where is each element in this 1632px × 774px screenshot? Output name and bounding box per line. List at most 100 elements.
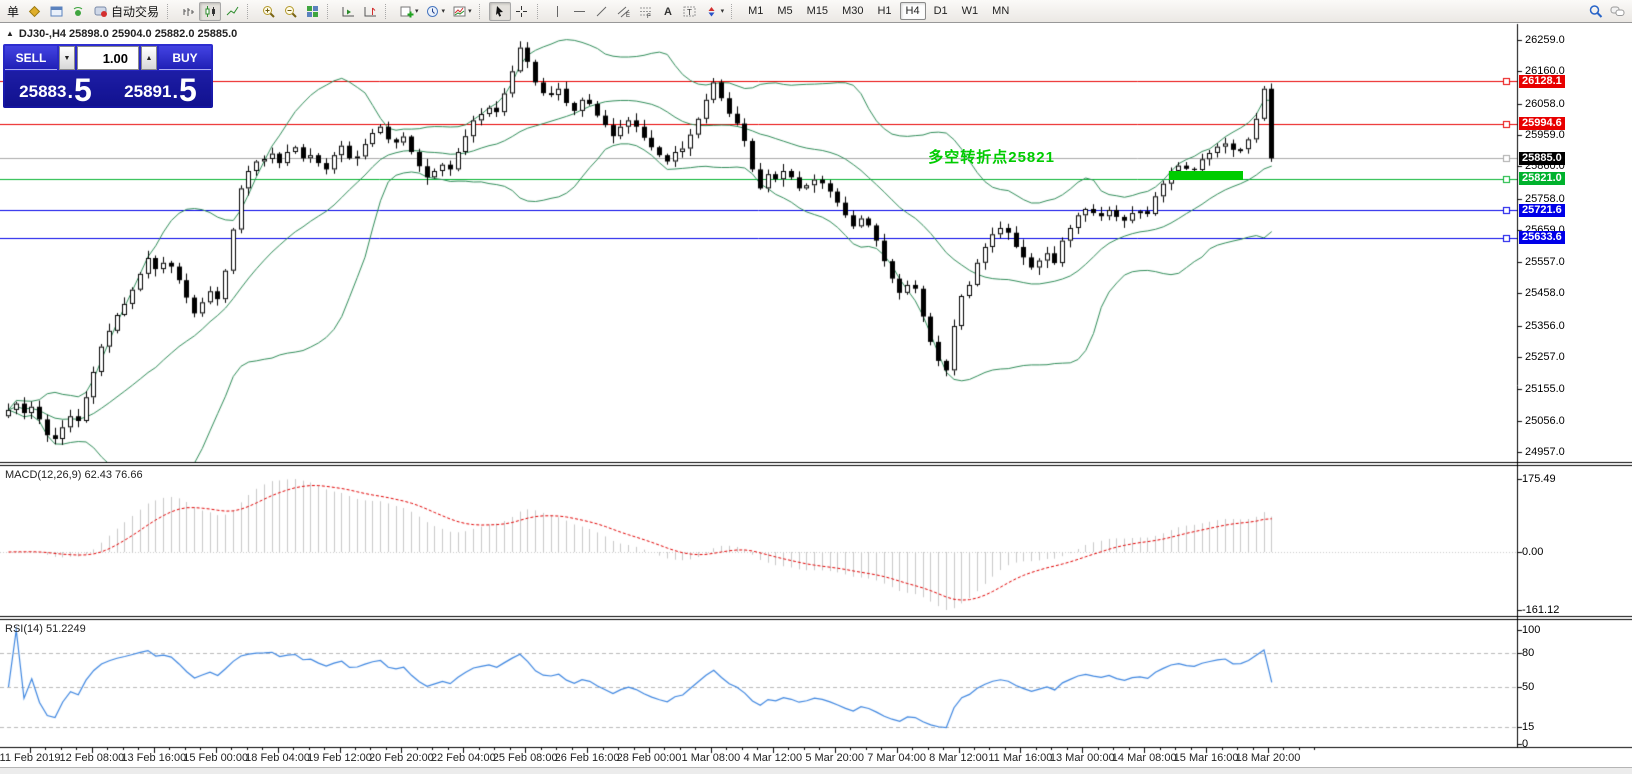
macd-axis-label: 0.00	[1522, 546, 1544, 558]
toolbar-separator	[327, 3, 333, 19]
zoom-in-icon[interactable]	[257, 2, 279, 21]
timeframe-m5[interactable]: M5	[777, 5, 793, 17]
zoom-out-icon[interactable]	[279, 2, 301, 21]
chart-shift-icon[interactable]	[359, 2, 381, 21]
price-level-badge: 25885.0	[1519, 151, 1565, 165]
price-axis-label: 26259.0	[1525, 34, 1565, 46]
buy-price-int: 25891	[124, 82, 172, 101]
timeframe-mn[interactable]: MN	[992, 5, 1010, 17]
order-history-icon[interactable]	[23, 2, 45, 21]
chevron-down-icon[interactable]: ▾	[720, 8, 725, 15]
time-axis-label: 13 Mar 00:00	[1049, 752, 1115, 764]
one-click-price-row: 25883. 5 25891. 5	[5, 71, 211, 106]
time-axis-label: 26 Feb 16:00	[554, 752, 620, 764]
rsi-axis-label: 0	[1522, 738, 1529, 750]
price-level-badge: 25633.6	[1519, 231, 1565, 245]
timeframe-h1[interactable]: H1	[877, 5, 892, 17]
macd-indicator-label: MACD(12,26,9) 62.43 76.66	[5, 469, 143, 481]
price-axis-label: 25257.0	[1525, 351, 1565, 364]
rsi-axis-label: 80	[1522, 646, 1535, 659]
toolbar-separator	[247, 3, 253, 19]
new-chart-icon[interactable]	[395, 2, 417, 21]
candlestick-chart-icon[interactable]	[199, 1, 222, 21]
equidistant-channel-icon[interactable]: E	[613, 2, 635, 21]
time-axis-label: 1 Mar 08:00	[681, 752, 741, 764]
price-axis-label: 25056.0	[1525, 414, 1565, 427]
time-axis-label: 28 Feb 00:00	[616, 752, 682, 764]
buy-price-button[interactable]: 25891. 5	[110, 71, 211, 106]
crosshair-icon[interactable]	[511, 2, 533, 21]
svg-text:F: F	[647, 14, 651, 19]
toolbar-separator	[536, 3, 543, 19]
sell-price-button[interactable]: 25883. 5	[5, 71, 106, 106]
chat-icon[interactable]	[1607, 2, 1629, 21]
time-axis-label: 11 Mar 16:00	[988, 752, 1053, 764]
rsi-indicator-label: RSI(14) 51.2249	[5, 623, 86, 635]
auto-scroll-icon[interactable]	[337, 2, 359, 21]
templates-icon[interactable]	[448, 2, 470, 21]
timeframe-group: M1 M5 M15 M30 H1 H4 D1 W1 MN	[741, 2, 1016, 20]
tile-windows-icon[interactable]	[301, 2, 323, 21]
chart-title: ▲ DJ30-,H4 25898.0 25904.0 25882.0 25885.…	[6, 28, 237, 40]
price-axis-label: 25458.0	[1525, 287, 1565, 300]
text-icon[interactable]: A	[657, 2, 679, 21]
auto-trading-button[interactable]: 自动交易	[89, 2, 163, 21]
bar-chart-icon[interactable]	[177, 2, 199, 21]
buy-button[interactable]: BUY	[159, 46, 211, 70]
price-axis-label: 25356.0	[1525, 319, 1565, 332]
one-click-trading-panel: SELL ▼ ▲ BUY 25883.5 25891.5	[3, 44, 213, 108]
timeframe-h4[interactable]: H4	[899, 2, 926, 20]
buy-price-decimal: .	[172, 81, 179, 103]
text-label-icon[interactable]: T	[679, 2, 701, 21]
signals-icon[interactable]	[67, 2, 89, 21]
time-axis-label: 15 Feb 00:00	[183, 752, 249, 764]
price-axis-label: 26160.0	[1525, 65, 1565, 78]
svg-text:A: A	[664, 6, 672, 18]
time-axis-label: 18 Feb 04:00	[245, 752, 311, 764]
time-axis-label: 12 Feb 08:00	[59, 752, 125, 764]
market-watch-icon[interactable]	[45, 2, 67, 21]
chevron-down-icon[interactable]: ▾	[441, 8, 446, 15]
time-axis-label: 5 Mar 20:00	[805, 752, 865, 764]
price-level-badge: 26128.1	[1519, 74, 1565, 88]
line-chart-icon[interactable]	[221, 2, 243, 21]
sell-button[interactable]: SELL	[5, 46, 57, 70]
timeframe-d1[interactable]: D1	[933, 5, 948, 17]
collapse-icon[interactable]: ▲	[6, 29, 14, 38]
fibonacci-icon[interactable]: F	[635, 2, 657, 21]
pivot-highlight-line[interactable]	[1168, 171, 1244, 181]
timeframe-m15[interactable]: M15	[806, 5, 829, 17]
cursor-icon[interactable]	[488, 1, 511, 21]
timeframe-m30[interactable]: M30	[842, 5, 864, 17]
rsi-axis-label: 50	[1522, 681, 1535, 693]
chevron-down-icon[interactable]: ▾	[468, 8, 472, 15]
volume-increase-button[interactable]: ▲	[141, 46, 157, 70]
svg-text:E: E	[626, 13, 630, 19]
vertical-line-icon[interactable]	[547, 2, 569, 21]
price-level-badge: 25821.0	[1519, 172, 1565, 186]
buy-price-frac: 5	[179, 71, 197, 108]
horizontal-line-icon[interactable]	[569, 2, 591, 21]
periods-icon[interactable]	[422, 2, 444, 21]
timeframe-m1[interactable]: M1	[748, 5, 764, 17]
sell-price-decimal: .	[67, 81, 74, 103]
toolbar-separator	[731, 3, 737, 19]
chevron-down-icon[interactable]: ▾	[415, 8, 419, 15]
search-icon[interactable]	[1585, 2, 1607, 21]
toolbar: 单 自动交易 ▾ ▾ ▾ E F A T	[0, 0, 1632, 23]
new-order-button[interactable]: 单	[7, 4, 20, 19]
volume-decrease-button[interactable]: ▼	[59, 46, 75, 70]
time-axis-label: 13 Feb 16:00	[121, 752, 187, 764]
arrows-icon[interactable]	[701, 2, 723, 21]
time-axis-label: 22 Feb 04:00	[430, 752, 496, 764]
trendline-icon[interactable]	[591, 2, 613, 21]
time-axis-label: 25 Feb 08:00	[492, 752, 558, 764]
rsi-axis-label: 100	[1522, 624, 1541, 636]
volume-input[interactable]	[77, 46, 139, 70]
price-level-badge: 25994.6	[1519, 117, 1565, 131]
window-status-strip	[0, 767, 1632, 774]
sell-price-frac: 5	[74, 71, 92, 108]
timeframe-w1[interactable]: W1	[961, 5, 979, 17]
time-axis-label: 8 Mar 12:00	[929, 752, 988, 764]
